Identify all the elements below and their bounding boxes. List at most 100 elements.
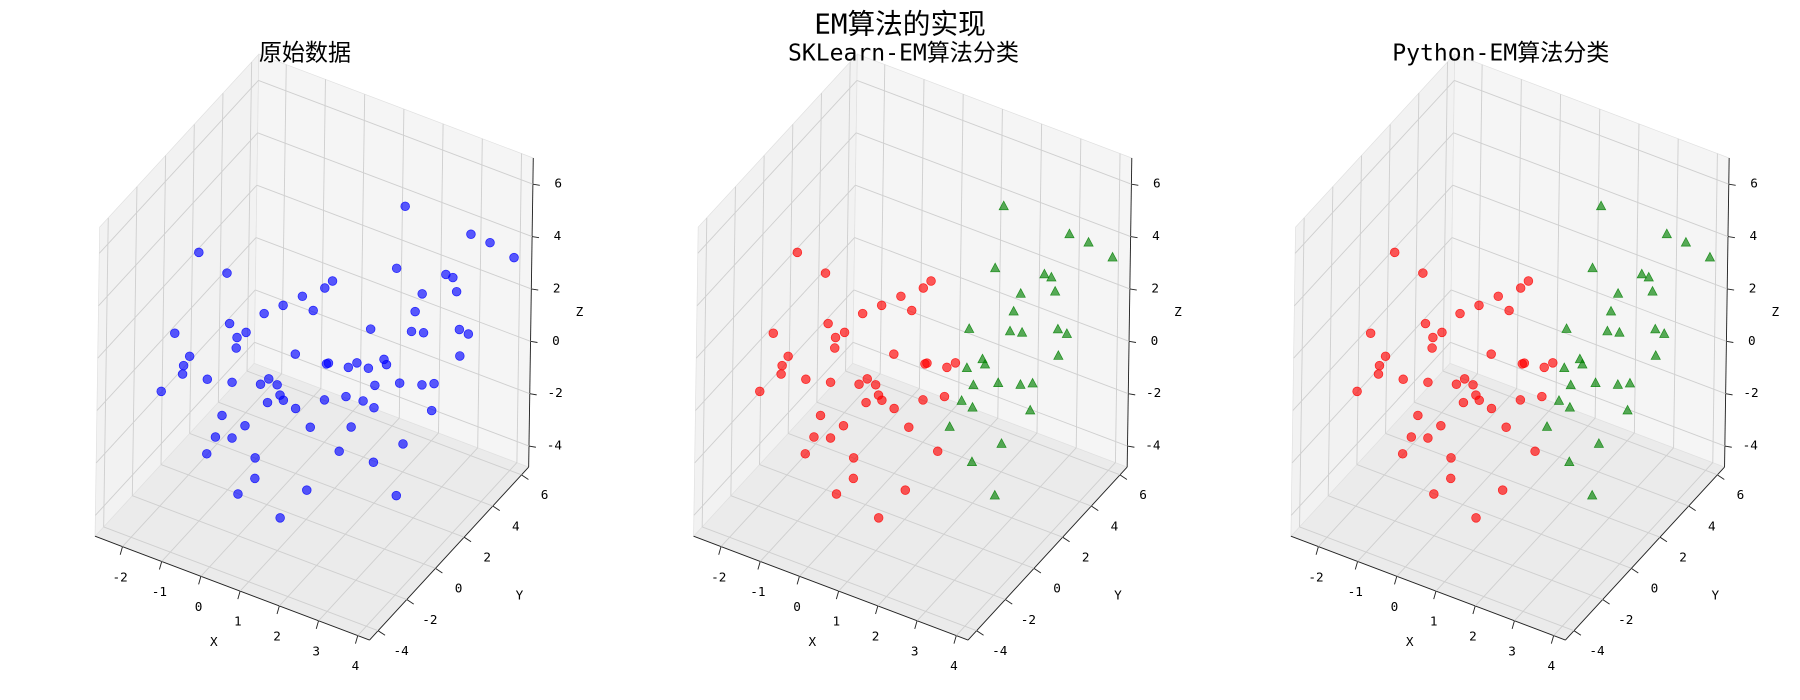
point xyxy=(830,343,840,353)
grid-line xyxy=(1514,447,1674,622)
point xyxy=(1661,228,1673,239)
x-tick xyxy=(1394,576,1398,585)
point xyxy=(177,369,188,379)
z-tick xyxy=(532,236,540,239)
point xyxy=(381,359,392,370)
point xyxy=(1420,318,1431,329)
point xyxy=(170,328,180,338)
y-tick xyxy=(463,536,472,543)
point xyxy=(848,473,859,484)
point xyxy=(1515,395,1526,405)
point xyxy=(1423,433,1433,443)
point xyxy=(776,369,786,379)
point xyxy=(1515,283,1526,293)
x-axis-label: X xyxy=(210,634,218,649)
y-tick-label: -4 xyxy=(394,643,410,658)
point xyxy=(178,360,189,371)
point xyxy=(1429,489,1439,499)
x-tick xyxy=(914,620,918,629)
grid-line xyxy=(279,432,439,607)
z-tick-label: 6 xyxy=(554,176,562,191)
x-tick-label: 3 xyxy=(911,643,919,658)
point xyxy=(222,268,232,278)
point xyxy=(1015,287,1026,298)
point xyxy=(926,276,936,286)
point xyxy=(448,272,458,283)
y-tick xyxy=(1033,567,1042,574)
y-tick-label: 4 xyxy=(512,518,520,533)
point xyxy=(233,489,243,499)
z-tick-label: 2 xyxy=(1151,280,1159,295)
z-tick-label: 2 xyxy=(1749,280,1757,295)
grid-line xyxy=(877,432,1038,607)
grid-line xyxy=(955,462,1116,636)
y-tick xyxy=(1005,599,1013,605)
grid-line xyxy=(1299,526,1575,632)
z-tick-label: 4 xyxy=(1152,228,1160,243)
point xyxy=(1519,358,1530,368)
y-tick-label: -2 xyxy=(422,612,437,627)
point xyxy=(1446,473,1456,484)
point xyxy=(825,377,836,388)
point xyxy=(862,374,872,384)
point xyxy=(323,358,334,368)
point xyxy=(1471,513,1481,523)
x-tick xyxy=(158,561,163,570)
y-tick xyxy=(1602,599,1610,605)
z-axis-label: Z xyxy=(1771,304,1779,319)
x-tick xyxy=(835,590,840,600)
y-tick xyxy=(521,474,529,480)
grid-line xyxy=(1452,184,1728,290)
grid-line xyxy=(958,94,964,404)
grid-line xyxy=(438,123,444,433)
point xyxy=(1650,350,1661,360)
grid-line xyxy=(702,526,977,632)
point xyxy=(1365,328,1376,338)
grid-line xyxy=(916,447,1077,622)
point xyxy=(1595,200,1607,211)
point xyxy=(264,374,274,384)
grid-line xyxy=(696,132,857,307)
grid-line xyxy=(189,124,195,434)
grid-line xyxy=(816,401,1092,507)
grid-line xyxy=(246,370,522,476)
x-tick xyxy=(757,561,761,570)
x-tick xyxy=(796,576,800,585)
grid-line xyxy=(255,237,531,342)
y-axis-line xyxy=(1565,466,1725,641)
z-tick xyxy=(1128,393,1136,396)
point xyxy=(1636,268,1647,279)
point xyxy=(1052,323,1064,334)
z-tick xyxy=(1129,288,1137,291)
y-tick-label: 4 xyxy=(1708,518,1716,533)
point xyxy=(1486,403,1497,414)
grid-line xyxy=(1299,217,1305,527)
point xyxy=(1015,378,1026,389)
point xyxy=(369,402,379,413)
grid-line xyxy=(189,432,465,538)
point xyxy=(870,380,881,390)
point xyxy=(873,513,884,523)
y-tick xyxy=(1091,505,1099,512)
point xyxy=(1451,379,1462,389)
grid-line xyxy=(398,109,405,419)
z-axis-line xyxy=(1126,157,1133,468)
y-tick xyxy=(377,630,386,636)
point xyxy=(968,379,979,390)
point xyxy=(777,360,787,371)
x-tick xyxy=(198,576,202,585)
grid-line xyxy=(695,237,855,411)
y-tick xyxy=(1573,630,1582,636)
grid-line xyxy=(845,370,1121,476)
grid-line xyxy=(1451,237,1727,342)
grid-line xyxy=(1453,132,1729,237)
grid-line xyxy=(720,373,881,547)
point xyxy=(217,410,227,421)
point xyxy=(857,308,868,319)
grid-line xyxy=(1292,237,1453,411)
x-tick-label: 3 xyxy=(1508,643,1516,658)
point xyxy=(365,324,376,334)
point xyxy=(368,457,379,467)
y-tick-label: 4 xyxy=(1111,518,1119,533)
point xyxy=(889,349,899,359)
